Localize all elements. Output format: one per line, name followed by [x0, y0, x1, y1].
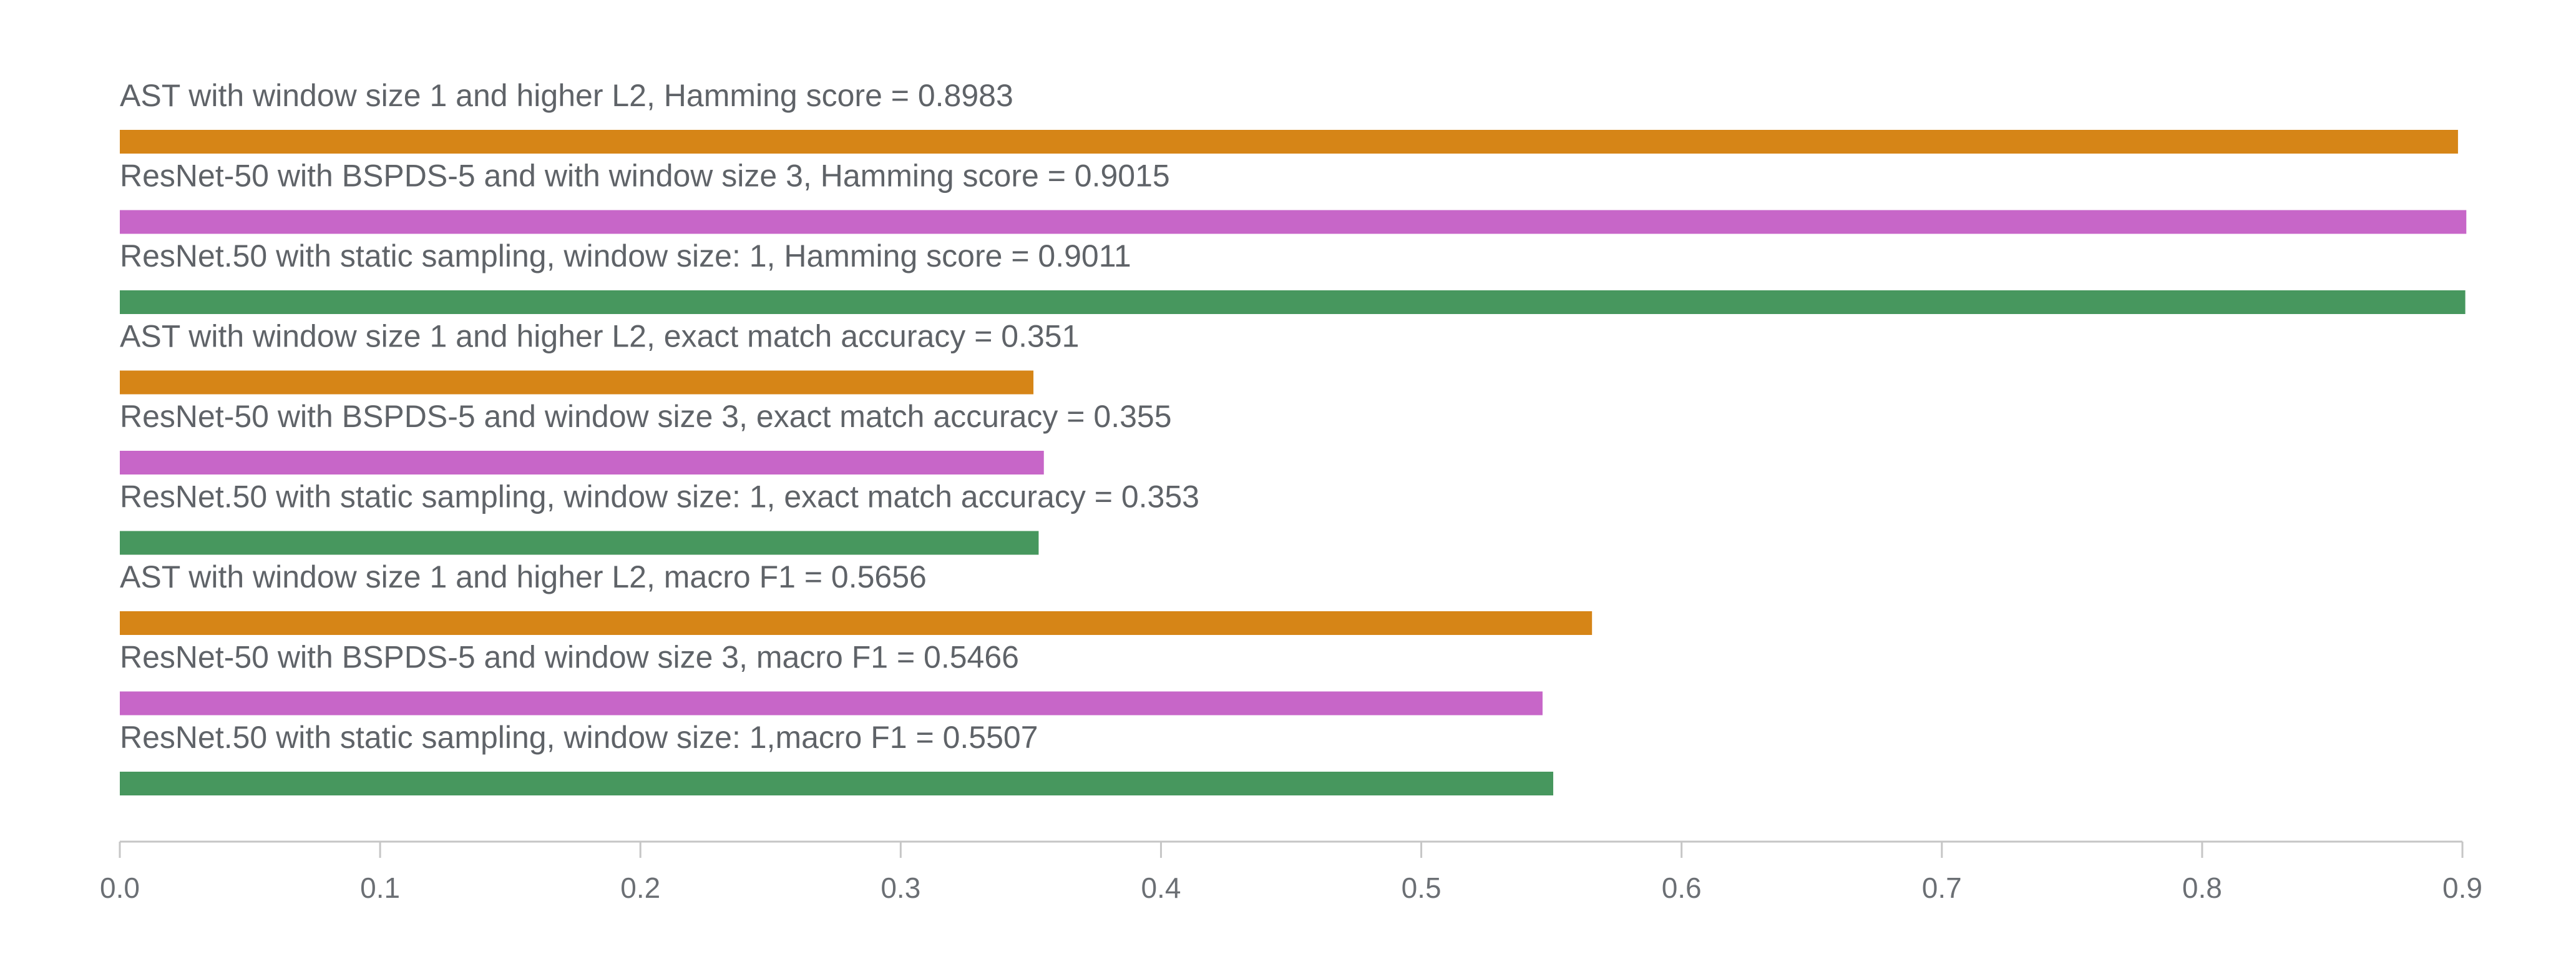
x-tick-label: 0.9: [2442, 872, 2482, 904]
bar: [120, 611, 1593, 635]
x-tick-label: 0.1: [360, 872, 400, 904]
bar-label: AST with window size 1 and higher L2, ma…: [120, 559, 927, 594]
bar: [120, 130, 2458, 154]
bar: [120, 210, 2467, 234]
bar-label: AST with window size 1 and higher L2, ex…: [120, 319, 1079, 354]
bar-label: ResNet.50 with static sampling, window s…: [120, 720, 1038, 755]
bar-label: ResNet-50 with BSPDS-5 and window size 3…: [120, 640, 1019, 675]
x-tick-label: 0.0: [100, 872, 140, 904]
x-tick-label: 0.8: [2182, 872, 2222, 904]
bar: [120, 772, 1554, 795]
bar: [120, 531, 1039, 555]
x-axis: 0.0 0.1 0.2 0.3 0.4 0.5 0.6 0.7 0.8 0.9: [100, 840, 2482, 904]
bar: [120, 691, 1543, 716]
x-tick-label: 0.3: [881, 872, 920, 904]
x-tick-label: 0.6: [1662, 872, 1702, 904]
x-tick-label: 0.7: [1922, 872, 1962, 904]
bar-label: ResNet.50 with static sampling, window s…: [120, 479, 1199, 514]
bar: [120, 290, 2466, 314]
bar-label: ResNet-50 with BSPDS-5 and window size 3…: [120, 399, 1172, 434]
bar: [120, 451, 1044, 475]
x-tick-label: 0.2: [620, 872, 660, 904]
x-tick-label: 0.5: [1402, 872, 1442, 904]
bar: [120, 370, 1034, 395]
x-tick-label: 0.4: [1141, 872, 1181, 904]
bar-label: ResNet.50 with static sampling, window s…: [120, 238, 1131, 273]
bar-label: ResNet-50 with BSPDS-5 and with window s…: [120, 159, 1170, 194]
bar-label: AST with window size 1 and higher L2, Ha…: [120, 78, 1013, 113]
bars-group: AST with window size 1 and higher L2, Ha…: [120, 78, 2467, 795]
